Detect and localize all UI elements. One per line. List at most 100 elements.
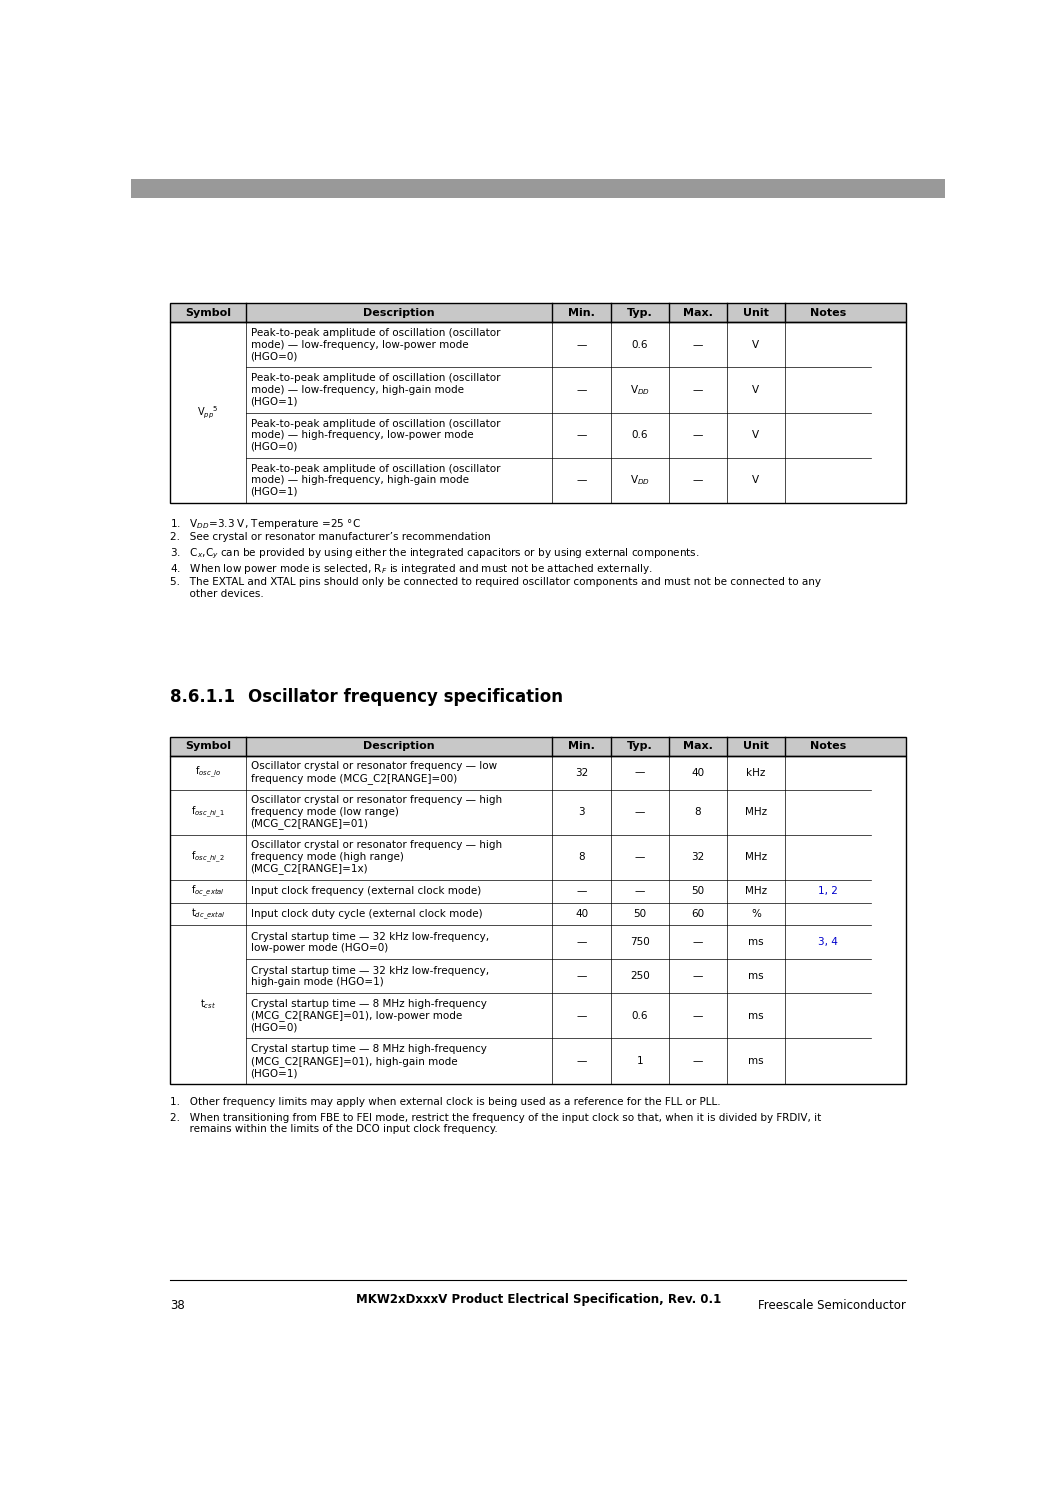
- Text: 38: 38: [170, 1299, 185, 1312]
- Text: —: —: [576, 1056, 587, 1066]
- Text: MHz: MHz: [744, 887, 766, 896]
- Text: Min.: Min.: [568, 308, 595, 318]
- Text: Crystal startup time — 8 MHz high-frequency
(MCG_C2[RANGE]=01), high-gain mode
(: Crystal startup time — 8 MHz high-freque…: [251, 1044, 486, 1078]
- Text: Typ.: Typ.: [627, 308, 652, 318]
- Text: 40: 40: [575, 909, 588, 920]
- Text: 8: 8: [579, 853, 585, 863]
- Text: —: —: [576, 1011, 587, 1021]
- Text: MHz: MHz: [744, 808, 766, 817]
- Text: 3: 3: [579, 808, 585, 817]
- Text: —: —: [693, 1056, 702, 1066]
- Text: Max.: Max.: [682, 308, 713, 318]
- Text: Symbol: Symbol: [185, 308, 231, 318]
- Bar: [170, 322, 906, 503]
- Text: —: —: [693, 475, 702, 485]
- Text: Unit: Unit: [743, 308, 769, 318]
- Text: —: —: [576, 972, 587, 981]
- Text: Symbol: Symbol: [185, 741, 231, 751]
- Text: 8: 8: [694, 808, 701, 817]
- Text: t$_{cst}$: t$_{cst}$: [200, 997, 216, 1011]
- Text: —: —: [693, 385, 702, 396]
- Text: 4.   When low power mode is selected, R$_{F}$ is integrated and must not be atta: 4. When low power mode is selected, R$_{…: [170, 563, 653, 576]
- Text: V: V: [752, 340, 759, 349]
- Text: V: V: [752, 385, 759, 396]
- Text: Peak-to-peak amplitude of oscillation (oscillator
mode) — high-frequency, low-po: Peak-to-peak amplitude of oscillation (o…: [251, 418, 500, 452]
- Text: ms: ms: [748, 938, 763, 948]
- Text: 1.   V$_{DD}$=3.3 V, Temperature =25 °C: 1. V$_{DD}$=3.3 V, Temperature =25 °C: [170, 517, 361, 530]
- Text: V: V: [752, 430, 759, 440]
- Text: 32: 32: [575, 767, 588, 778]
- Text: f$_{oc\_extal}$: f$_{oc\_extal}$: [191, 884, 225, 899]
- Text: 0.6: 0.6: [631, 430, 648, 440]
- Text: —: —: [634, 767, 645, 778]
- Text: f$_{osc\_lo}$: f$_{osc\_lo}$: [195, 764, 222, 781]
- Text: V$_{pp}$$^{5}$: V$_{pp}$$^{5}$: [197, 405, 218, 421]
- Text: Crystal startup time — 32 kHz low-frequency,
low-power mode (HGO=0): Crystal startup time — 32 kHz low-freque…: [251, 932, 488, 953]
- Text: —: —: [693, 938, 702, 948]
- Text: —: —: [634, 853, 645, 863]
- Bar: [170, 303, 906, 322]
- Text: V$_{DD}$: V$_{DD}$: [630, 384, 650, 397]
- Text: Notes: Notes: [810, 308, 846, 318]
- Text: 1: 1: [636, 1056, 643, 1066]
- Text: 50: 50: [633, 909, 646, 920]
- Text: —: —: [576, 430, 587, 440]
- Text: Min.: Min.: [568, 741, 595, 751]
- Text: Peak-to-peak amplitude of oscillation (oscillator
mode) — high-frequency, high-g: Peak-to-peak amplitude of oscillation (o…: [251, 464, 500, 497]
- Text: 3.   C$_{x}$,C$_{y}$ can be provided by using either the integrated capacitors o: 3. C$_{x}$,C$_{y}$ can be provided by us…: [170, 546, 699, 561]
- Text: 40: 40: [691, 767, 705, 778]
- Bar: [170, 736, 906, 755]
- Text: Notes: Notes: [810, 741, 846, 751]
- Text: —: —: [576, 340, 587, 349]
- Bar: [170, 736, 906, 755]
- Text: V$_{DD}$: V$_{DD}$: [630, 473, 650, 487]
- Text: —: —: [693, 340, 702, 349]
- Text: 32: 32: [691, 853, 705, 863]
- Text: Oscillator frequency specification: Oscillator frequency specification: [248, 688, 563, 706]
- Text: 3, 4: 3, 4: [818, 938, 838, 948]
- Text: 60: 60: [691, 909, 705, 920]
- Text: 5.   The EXTAL and XTAL pins should only be connected to required oscillator com: 5. The EXTAL and XTAL pins should only b…: [170, 578, 821, 599]
- Text: —: —: [634, 887, 645, 896]
- Text: 8.6.1.1: 8.6.1.1: [170, 688, 235, 706]
- Text: t$_{dc\_extal}$: t$_{dc\_extal}$: [191, 906, 225, 921]
- Text: —: —: [693, 1011, 702, 1021]
- Text: Description: Description: [363, 308, 435, 318]
- Text: Peak-to-peak amplitude of oscillation (oscillator
mode) — low-frequency, low-pow: Peak-to-peak amplitude of oscillation (o…: [251, 328, 500, 361]
- Text: Oscillator crystal or resonator frequency — high
frequency mode (high range)
(MC: Oscillator crystal or resonator frequenc…: [251, 841, 502, 875]
- Text: ms: ms: [748, 1011, 763, 1021]
- Text: —: —: [693, 430, 702, 440]
- Bar: [170, 755, 906, 1084]
- Text: %: %: [751, 909, 761, 920]
- Text: 1, 2: 1, 2: [818, 887, 838, 896]
- Text: ms: ms: [748, 972, 763, 981]
- Text: Unit: Unit: [743, 741, 769, 751]
- Text: Oscillator crystal or resonator frequency — low
frequency mode (MCG_C2[RANGE]=00: Oscillator crystal or resonator frequenc…: [251, 761, 497, 784]
- Text: —: —: [693, 972, 702, 981]
- Text: Input clock duty cycle (external clock mode): Input clock duty cycle (external clock m…: [251, 909, 482, 920]
- Bar: [131, 179, 945, 197]
- Text: kHz: kHz: [747, 767, 765, 778]
- Text: Crystal startup time — 32 kHz low-frequency,
high-gain mode (HGO=1): Crystal startup time — 32 kHz low-freque…: [251, 966, 488, 987]
- Text: V: V: [752, 475, 759, 485]
- Text: —: —: [576, 475, 587, 485]
- Text: —: —: [634, 808, 645, 817]
- Text: 50: 50: [691, 887, 705, 896]
- Text: Oscillator crystal or resonator frequency — high
frequency mode (low range)
(MCG: Oscillator crystal or resonator frequenc…: [251, 796, 502, 829]
- Text: Input clock frequency (external clock mode): Input clock frequency (external clock mo…: [251, 887, 481, 896]
- Text: —: —: [576, 385, 587, 396]
- Text: 2.   See crystal or resonator manufacturer’s recommendation: 2. See crystal or resonator manufacturer…: [170, 532, 491, 542]
- Text: Typ.: Typ.: [627, 741, 652, 751]
- Text: MKW2xDxxxV Product Electrical Specification, Rev. 0.1: MKW2xDxxxV Product Electrical Specificat…: [356, 1293, 720, 1306]
- Bar: [170, 303, 906, 322]
- Text: —: —: [576, 938, 587, 948]
- Text: Peak-to-peak amplitude of oscillation (oscillator
mode) — low-frequency, high-ga: Peak-to-peak amplitude of oscillation (o…: [251, 373, 500, 406]
- Text: —: —: [576, 887, 587, 896]
- Text: Freescale Semiconductor: Freescale Semiconductor: [758, 1299, 906, 1312]
- Text: Crystal startup time — 8 MHz high-frequency
(MCG_C2[RANGE]=01), low-power mode
(: Crystal startup time — 8 MHz high-freque…: [251, 999, 486, 1033]
- Text: 0.6: 0.6: [631, 1011, 648, 1021]
- Text: f$_{osc\_hi\_1}$: f$_{osc\_hi\_1}$: [191, 805, 225, 820]
- Text: 2.   When transitioning from FBE to FEI mode, restrict the frequency of the inpu: 2. When transitioning from FBE to FEI mo…: [170, 1112, 821, 1135]
- Text: Max.: Max.: [682, 741, 713, 751]
- Text: 250: 250: [630, 972, 650, 981]
